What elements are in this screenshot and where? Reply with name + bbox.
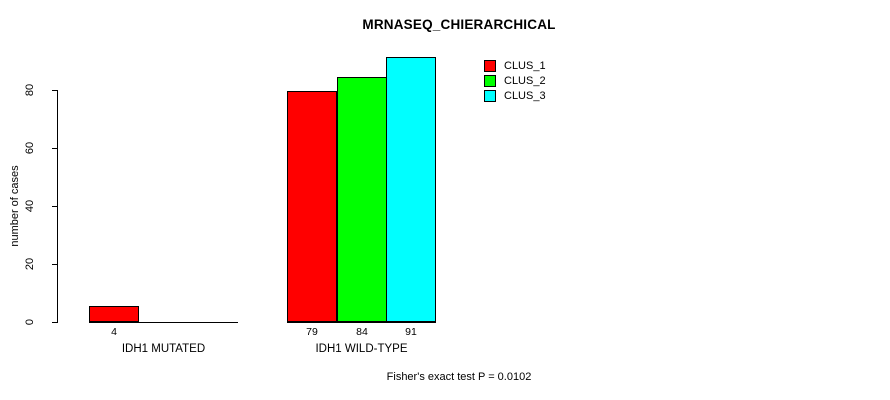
chart-title: MRNASEQ_CHIERARCHICAL	[362, 17, 556, 32]
x-axis-line-group-mutated	[89, 322, 238, 323]
y-tick-80	[52, 90, 57, 91]
y-tick-label-80: 80	[24, 83, 36, 97]
y-tick-60	[52, 148, 57, 149]
y-tick-0	[52, 322, 57, 323]
legend-item-clus-2: CLUS_2	[484, 73, 546, 88]
group-label-idh1-mutated: IDH1 MUTATED	[121, 343, 206, 355]
x-axis-line-group-wildtype	[287, 322, 436, 323]
legend: CLUS_1 CLUS_2 CLUS_3	[484, 58, 546, 103]
fisher-test-annotation: Fisher's exact test P = 0.0102	[386, 371, 532, 383]
bar-value-wildtype-clus1: 79	[306, 326, 318, 338]
y-tick-label-40: 40	[24, 199, 36, 213]
y-tick-label-20: 20	[24, 257, 36, 271]
legend-label-clus-1: CLUS_1	[504, 59, 546, 72]
legend-item-clus-3: CLUS_3	[484, 88, 546, 103]
bar-mutated-clus1	[89, 306, 139, 322]
legend-item-clus-1: CLUS_1	[484, 58, 546, 73]
bar-value-mutated-clus1: 4	[111, 326, 117, 338]
bar-wildtype-clus2	[337, 77, 387, 322]
legend-label-clus-3: CLUS_3	[504, 89, 546, 102]
bar-value-wildtype-clus2: 84	[356, 326, 368, 338]
bar-wildtype-clus3	[386, 57, 436, 322]
group-label-idh1-wild-type: IDH1 WILD-TYPE	[315, 343, 408, 355]
y-tick-label-0: 0	[24, 318, 36, 326]
y-axis-line	[57, 90, 58, 323]
legend-swatch-icon-clus-1	[484, 59, 496, 72]
bar-wildtype-clus1	[287, 91, 337, 322]
legend-label-clus-2: CLUS_2	[504, 74, 546, 87]
y-tick-label-60: 60	[24, 141, 36, 155]
legend-swatch-icon-clus-3	[484, 89, 496, 102]
y-tick-40	[52, 206, 57, 207]
y-axis-title: number of cases	[9, 165, 21, 247]
legend-swatch-icon-clus-2	[484, 74, 496, 87]
bar-value-wildtype-clus3: 91	[405, 326, 417, 338]
y-tick-20	[52, 264, 57, 265]
